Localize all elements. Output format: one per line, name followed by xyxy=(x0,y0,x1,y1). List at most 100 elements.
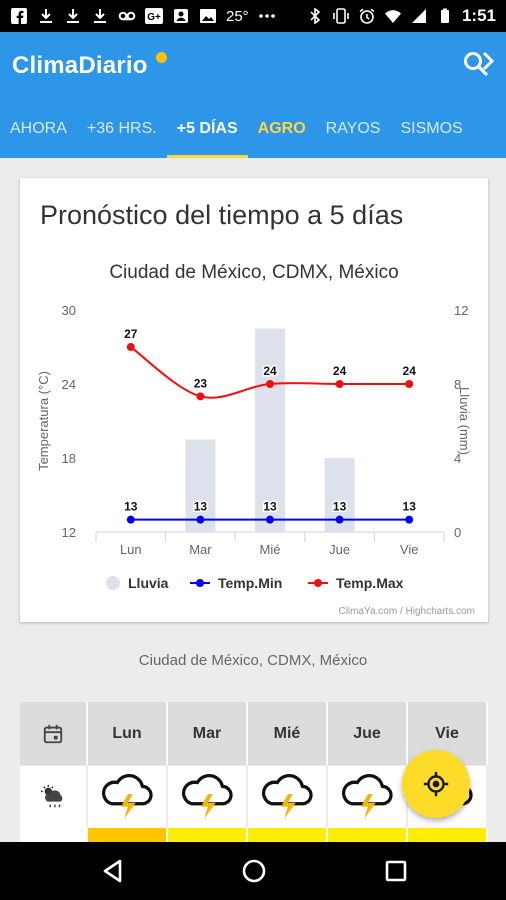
temp-min-data-label: 13 xyxy=(263,500,277,514)
day-color-bar xyxy=(328,828,408,842)
bluetooth-icon xyxy=(306,8,324,24)
tab-5-días[interactable]: +5 DÍAS xyxy=(166,100,248,158)
temp-max-point xyxy=(196,392,205,401)
day-color-bar xyxy=(88,828,168,842)
download-icon xyxy=(37,8,55,24)
thunderstorm-icon-cell xyxy=(88,766,168,828)
y-tick-label: 18 xyxy=(62,451,76,466)
vibrate-icon xyxy=(332,8,350,24)
search-button[interactable] xyxy=(460,48,492,80)
temp-min-point xyxy=(126,515,135,524)
thunderstorm-icon xyxy=(261,774,313,820)
battery-icon xyxy=(436,8,454,24)
x-tick-label: Mié xyxy=(260,542,281,557)
search-icon xyxy=(464,52,488,76)
navigation-bar xyxy=(0,842,506,900)
wifi-icon xyxy=(384,8,402,24)
thunderstorm-icon xyxy=(181,774,233,820)
temp-min-data-label: 13 xyxy=(333,500,347,514)
x-tick-label: Jue xyxy=(329,542,350,557)
home-icon xyxy=(242,859,266,883)
thunderstorm-icon-cell xyxy=(248,766,328,828)
legend-temp-min-marker xyxy=(196,579,204,587)
location-caption: Ciudad de México, CDMX, México xyxy=(138,652,368,669)
y-tick-label: 12 xyxy=(62,525,76,540)
temp-max-point xyxy=(266,380,274,388)
legend-temp-max-label: Temp.Max xyxy=(336,575,404,591)
download-icon xyxy=(64,8,82,24)
temp-min-data-label: 13 xyxy=(194,500,208,514)
chart-subtitle: Ciudad de México, CDMX, México xyxy=(109,262,398,283)
color-bar-spacer xyxy=(20,828,88,842)
back-button[interactable] xyxy=(98,856,128,886)
day-color-bar xyxy=(168,828,248,842)
calendar-icon xyxy=(43,724,63,743)
temp-max-data-label: 24 xyxy=(333,364,347,378)
tab-rayos[interactable]: RAYOS xyxy=(325,120,381,137)
day-color-bar xyxy=(408,828,488,842)
tab-36-hrs[interactable]: +36 HRS. xyxy=(86,120,157,137)
svg-text:G+: G+ xyxy=(147,12,161,23)
legend-lluvia-label: Lluvia xyxy=(128,575,169,591)
forecast-chart: Ciudad de México, CDMX, México 12 18 24 30 0 4… xyxy=(36,262,475,617)
y-right-tick-label: 0 xyxy=(454,525,461,540)
image-icon xyxy=(199,8,217,24)
temp-min-point xyxy=(266,515,274,524)
y-tick-label: 30 xyxy=(62,303,76,318)
alarm-icon xyxy=(358,8,376,24)
day-color-bar xyxy=(248,828,328,842)
temp-min-point xyxy=(405,515,414,524)
temp-max-point xyxy=(335,380,344,388)
tab-ahora[interactable]: AHORA xyxy=(10,120,67,137)
more-icon xyxy=(258,8,276,24)
temp-min-point xyxy=(335,515,344,524)
forecast-table: Lun Mar Mié Jue Vie xyxy=(20,702,488,842)
recents-icon xyxy=(385,860,407,882)
x-tick-label: Mar xyxy=(189,542,212,557)
weather-row-icon-cell xyxy=(20,766,88,828)
legend-temp-min-label: Temp.Min xyxy=(218,575,282,591)
status-bar: G+ 25° 1:51 xyxy=(0,0,506,32)
y-right-tick-label: 12 xyxy=(454,303,468,318)
signal-icon xyxy=(410,8,428,24)
temp-max-data-label: 24 xyxy=(263,364,277,378)
y-axis-title: Temperatura (°C) xyxy=(36,371,51,471)
facebook-icon xyxy=(10,8,28,24)
status-temperature: 25° xyxy=(226,7,249,25)
temp-max-point xyxy=(405,380,414,388)
day-header: Mar xyxy=(168,702,248,765)
temp-max-data-label: 27 xyxy=(124,327,138,341)
thunderstorm-icon xyxy=(341,774,393,820)
temp-max-point xyxy=(126,343,135,351)
home-button[interactable] xyxy=(239,856,269,886)
tabs-scroll-button[interactable] xyxy=(478,50,498,72)
x-tick-label: Vie xyxy=(400,542,419,557)
google-plus-icon: G+ xyxy=(145,8,163,24)
app-bar: ClimaDiario AHORA +36 HRS. +5 DÍAS AGRO RAYO… xyxy=(0,32,506,158)
partly-cloudy-rain-icon xyxy=(40,784,63,808)
status-time: 1:51 xyxy=(461,6,496,25)
my-location-button[interactable] xyxy=(402,750,470,818)
recents-button[interactable] xyxy=(381,856,411,886)
chart-credits: ClimaYa.com / Highcharts.com xyxy=(338,606,475,617)
my-location-icon xyxy=(423,771,449,797)
day-header: Jue xyxy=(328,702,408,765)
y-right-tick-label: 8 xyxy=(454,377,461,392)
tab-agro[interactable]: AGRO xyxy=(257,120,306,137)
temp-min-point xyxy=(196,515,205,524)
legend-lluvia-marker xyxy=(106,576,120,590)
forecast-chart-card: Pronóstico del tiempo a 5 días Ciudad de… xyxy=(20,178,488,622)
thunderstorm-icon-cell xyxy=(328,766,408,828)
app-title: ClimaDiario xyxy=(12,52,148,79)
forecast-icon-row xyxy=(20,766,488,828)
card-title: Pronóstico del tiempo a 5 días xyxy=(40,200,404,230)
thunderstorm-icon-cell xyxy=(168,766,248,828)
y-right-tick-label: 4 xyxy=(454,451,461,466)
calendar-cell xyxy=(20,702,88,765)
tab-sismos[interactable]: SISMOS xyxy=(400,120,463,137)
legend-temp-max-marker xyxy=(314,579,322,587)
temp-min-data-label: 13 xyxy=(124,500,138,514)
chevron-right-icon xyxy=(482,51,495,71)
x-tick-label: Lun xyxy=(120,542,142,557)
brand-dot xyxy=(156,52,167,63)
